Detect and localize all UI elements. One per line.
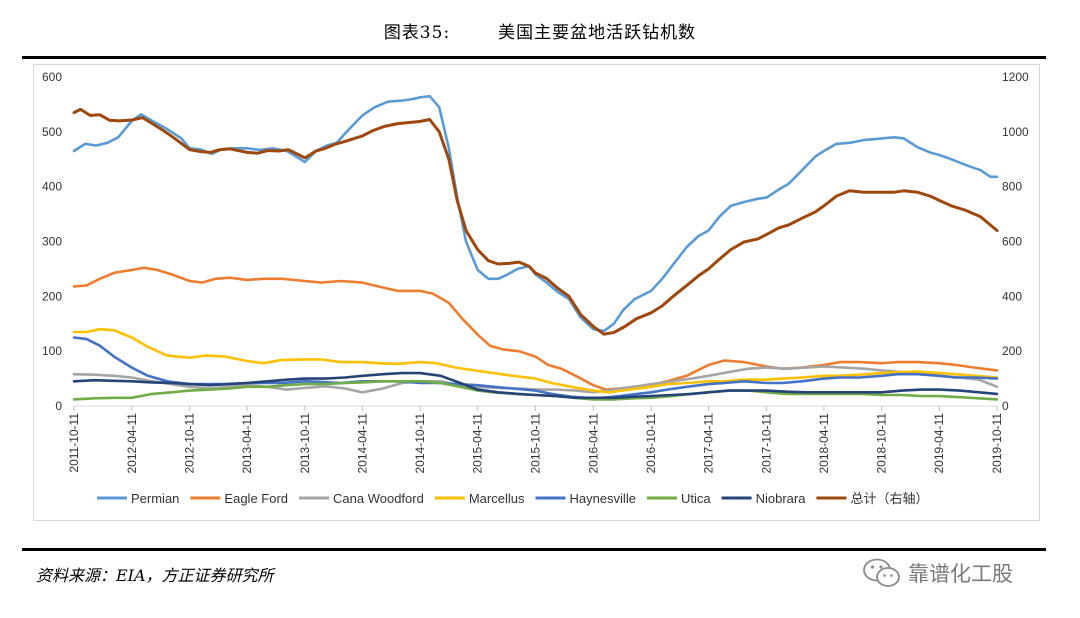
x-tick-label: 2017-10-11 <box>759 413 773 474</box>
legend-label: Permian <box>131 491 179 506</box>
y-right-tick-label: 1000 <box>1002 125 1029 139</box>
x-tick-label: 2012-04-11 <box>125 413 139 474</box>
y-right-tick-label: 0 <box>1002 399 1009 413</box>
x-tick-label: 2013-10-11 <box>298 413 312 474</box>
x-tick-label: 2013-04-11 <box>240 413 254 474</box>
wechat-icon <box>863 558 900 587</box>
x-tick-label: 2018-04-11 <box>817 413 831 474</box>
legend-label: Marcellus <box>469 491 525 506</box>
series-line-1 <box>72 266 999 391</box>
x-tick-label: 2017-04-11 <box>702 413 716 474</box>
y-left-tick-label: 500 <box>42 125 62 139</box>
y-left-tick-label: 400 <box>42 180 62 194</box>
chart-frame: 0 100 200 300 400 500 600 0 200 400 600 800 1000 1200… <box>33 64 1040 521</box>
x-tick-label: 2019-04-11 <box>932 413 946 474</box>
series-line-6 <box>72 371 999 400</box>
y-right-tick-label: 1200 <box>1002 70 1029 84</box>
legend-label: Utica <box>681 491 711 506</box>
series-line-0 <box>72 94 999 333</box>
x-tick-label: 2019-10-11 <box>990 413 1004 474</box>
y-left-tick-label: 200 <box>42 289 62 303</box>
top-rule <box>22 56 1046 59</box>
y-left-tick-label: 100 <box>42 344 62 358</box>
y-left-tick-label: 600 <box>42 70 62 84</box>
bottom-rule <box>22 548 1046 551</box>
x-tick-label: 2014-10-11 <box>413 413 427 474</box>
legend-label: Eagle Ford <box>224 491 288 506</box>
watermark-text: 靠谱化工股 <box>908 562 1013 586</box>
source-note: 资料来源：EIA，方正证券研究所 <box>36 566 274 585</box>
y-right-tick-label: 200 <box>1002 344 1022 358</box>
x-tick-label: 2014-04-11 <box>355 413 369 474</box>
x-tick-label: 2011-10-11 <box>67 413 81 473</box>
series-line-3 <box>72 327 999 394</box>
figure-title: 图表35: 美国主要盆地活跃钻机数 <box>0 18 1080 43</box>
x-tick-label: 2015-04-11 <box>471 413 485 474</box>
watermark: 靠谱化工股 <box>862 555 1052 591</box>
x-tick-label: 2016-04-11 <box>586 413 600 474</box>
y-right-tick-label: 600 <box>1002 235 1022 249</box>
legend-label: Niobrara <box>756 491 807 506</box>
y-left-tick-label: 0 <box>55 399 62 413</box>
series-line-7 <box>72 107 999 336</box>
y-right-tick-label: 400 <box>1002 289 1022 303</box>
x-tick-label: 2012-10-11 <box>183 413 197 474</box>
y-left-tick-label: 300 <box>42 235 62 249</box>
legend-label: Cana Woodford <box>333 491 424 506</box>
x-tick-label: 2016-10-11 <box>644 413 658 474</box>
legend-label: 总计（右轴） <box>850 491 928 506</box>
y-right-tick-label: 800 <box>1002 180 1022 194</box>
x-tick-label: 2018-10-11 <box>875 413 889 474</box>
figure-title-text: 美国主要盆地活跃钻机数 <box>498 23 697 43</box>
legend-label: Haynesville <box>569 491 635 506</box>
figure-number: 图表35: <box>383 23 451 43</box>
chart: 0 100 200 300 400 500 600 0 200 400 600 800 1000 1200… <box>42 70 1029 506</box>
x-tick-label: 2015-10-11 <box>529 413 543 474</box>
